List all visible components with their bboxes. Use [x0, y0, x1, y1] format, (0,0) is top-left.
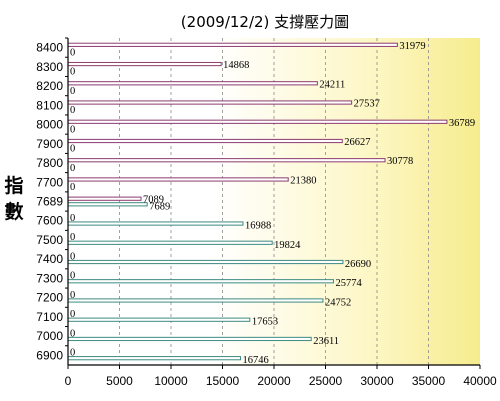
data-label: 25774	[335, 278, 362, 289]
x-tick-label: 30000	[360, 374, 394, 388]
x-tick-label: 20000	[257, 374, 291, 388]
y-tick-label: 8000	[36, 118, 63, 132]
y-tick-label: 7200	[36, 291, 63, 305]
bars	[67, 42, 448, 361]
bar	[67, 81, 318, 86]
y-axis-label-1: 指	[4, 175, 23, 197]
bar	[67, 138, 343, 144]
gridlines	[119, 38, 429, 365]
data-label: 27537	[354, 99, 380, 110]
bar	[67, 119, 448, 124]
x-tick-label: 10000	[154, 374, 188, 388]
x-tick-label: 35000	[412, 374, 446, 388]
y-tick-label: 8300	[36, 60, 63, 74]
data-label: 0	[70, 105, 75, 116]
y-tick-label: 7800	[36, 156, 63, 170]
data-label: 7689	[149, 201, 170, 212]
data-label: 26627	[344, 137, 370, 148]
y-tick-label: 7100	[36, 310, 63, 324]
data-label: 0	[70, 232, 75, 243]
bar	[67, 221, 244, 226]
y-tick-label: 8400	[36, 41, 63, 55]
data-label: 24752	[325, 297, 351, 308]
data-label: 0	[70, 124, 75, 135]
bar	[67, 298, 324, 303]
data-label: 0	[70, 348, 75, 359]
x-tick-label: 5000	[106, 374, 133, 388]
y-tick-label: 7900	[36, 137, 63, 151]
bar	[67, 202, 148, 207]
bar	[67, 356, 241, 361]
data-label: 0	[70, 86, 75, 97]
y-tick-label: 7500	[36, 233, 63, 247]
bar	[67, 177, 289, 182]
data-label: 16988	[245, 221, 271, 232]
bar	[67, 61, 222, 67]
y-tick-label: 8100	[36, 98, 63, 112]
y-tick-label: 7689	[36, 195, 63, 209]
data-label: 0	[70, 328, 75, 339]
data-label: 31979	[399, 41, 425, 52]
bar	[67, 259, 344, 265]
data-label: 17653	[252, 317, 278, 328]
data-label: 0	[70, 163, 75, 174]
bar	[67, 196, 142, 201]
data-label: 16746	[242, 355, 268, 366]
y-tick-label: 7000	[36, 329, 63, 343]
data-label: 24211	[319, 79, 345, 90]
bar	[67, 158, 386, 163]
y-tick-label: 7400	[36, 252, 63, 266]
y-axis-label-2: 數	[4, 201, 23, 223]
data-label: 0	[70, 309, 75, 320]
y-tick-label: 7700	[36, 175, 63, 189]
data-label: 0	[70, 213, 75, 224]
bar	[67, 42, 398, 47]
bar	[67, 240, 273, 245]
value-labels: 31979 0 14868 0 24211 0 27537 0 36789 0 26627 0 3077…	[70, 41, 475, 366]
bar	[67, 100, 353, 105]
data-label: 7089	[143, 195, 164, 206]
data-label: 14868	[223, 60, 249, 71]
data-label: 0	[70, 290, 75, 301]
data-label: 0	[70, 67, 75, 78]
data-label: 19824	[274, 240, 301, 251]
data-label: 0	[70, 144, 75, 155]
bar	[67, 336, 312, 342]
data-label: 21380	[290, 175, 316, 186]
bar	[67, 279, 334, 284]
chart-title: (2009/12/2) 支撐壓力圖	[181, 13, 349, 31]
data-label: 26690	[345, 259, 371, 270]
y-tick-label: 7300	[36, 271, 63, 285]
x-tick-label: 40000	[463, 374, 497, 388]
data-label: 0	[70, 251, 75, 262]
data-label: 0	[70, 47, 75, 58]
y-tick-label: 6900	[36, 348, 63, 362]
data-label: 36789	[449, 118, 475, 129]
data-label: 30778	[387, 156, 413, 167]
x-tick-label: 15000	[206, 374, 240, 388]
y-tick-label: 8200	[36, 79, 63, 93]
axes: 0 5000 10000 15000 20000 25000 30000 35000 40000…	[36, 37, 497, 388]
data-label: 0	[70, 271, 75, 282]
y-tick-label: 7600	[36, 214, 63, 228]
data-label: 23611	[313, 336, 339, 347]
x-tick-label: 25000	[309, 374, 343, 388]
bar	[67, 317, 251, 322]
x-tick-label: 0	[65, 374, 72, 388]
data-label: 0	[70, 182, 75, 193]
